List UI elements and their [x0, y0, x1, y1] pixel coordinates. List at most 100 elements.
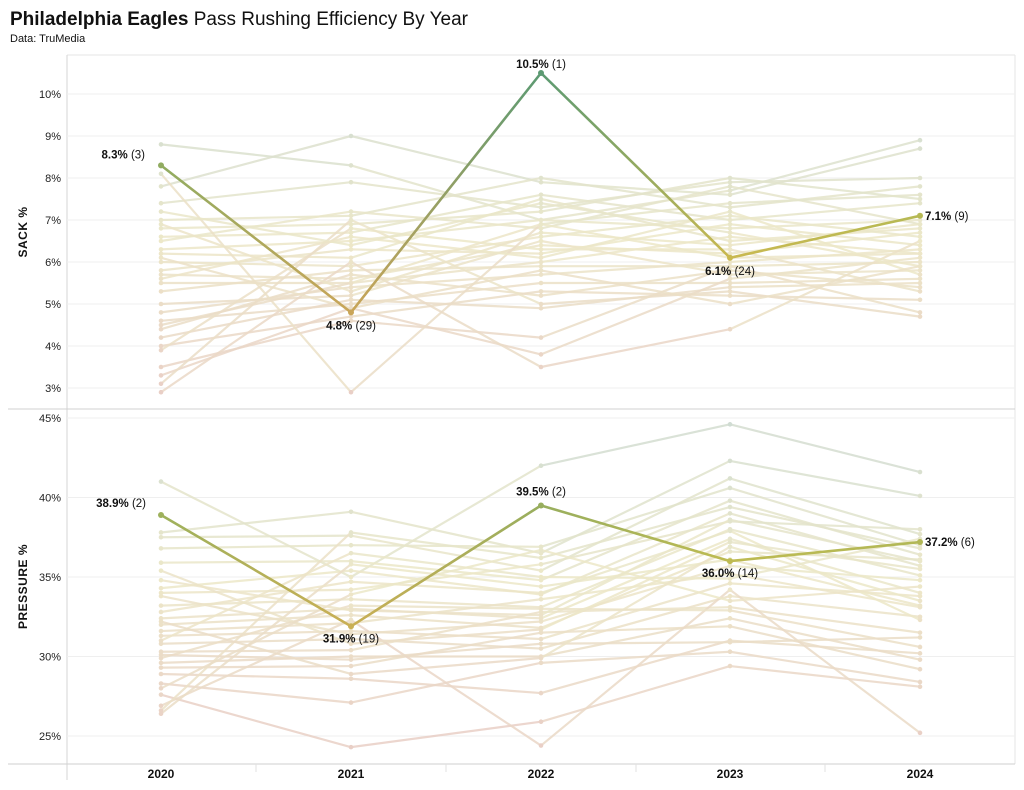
team-point: [917, 217, 923, 223]
team-line: [158, 171, 923, 395]
team-line-segment: [349, 610, 543, 652]
team-line-segment: [539, 564, 732, 623]
team-line-segment: [728, 277, 922, 285]
team-line-segment: [728, 639, 922, 655]
team-point: [727, 563, 733, 569]
team-point: [538, 352, 544, 357]
team-point: [158, 373, 164, 378]
team-point: [158, 568, 164, 573]
team-point: [727, 213, 733, 219]
team-line-segment: [349, 273, 543, 297]
team-point: [727, 504, 733, 510]
team-point: [538, 550, 544, 556]
team-point: [727, 289, 733, 294]
team-line-segment: [539, 664, 732, 723]
team-line-segment: [728, 193, 922, 205]
team-point: [158, 318, 164, 324]
team-point: [348, 276, 354, 282]
team-line-segment: [539, 290, 732, 306]
team-point: [727, 184, 733, 189]
team-point: [158, 335, 164, 340]
team-point: [917, 200, 923, 206]
team-point: [727, 221, 733, 227]
team-line-segment: [159, 181, 353, 205]
team-line-segment: [159, 134, 353, 188]
team-point: [538, 616, 544, 621]
team-point: [917, 679, 923, 685]
team-line: [158, 635, 923, 662]
team-point: [348, 663, 354, 669]
team-line-segment: [728, 139, 922, 192]
team-point: [158, 703, 164, 709]
team-line-segment: [539, 328, 732, 369]
team-line-segment: [728, 520, 922, 531]
team-line-segment: [159, 569, 353, 645]
eagles-point: [538, 502, 544, 509]
team-point: [158, 590, 164, 596]
team-point: [348, 268, 354, 273]
team-point: [917, 730, 923, 736]
team-point: [158, 708, 164, 713]
team-point: [727, 571, 733, 577]
team-line-segment: [539, 575, 732, 580]
team-line-segment: [728, 214, 922, 238]
team-point: [158, 530, 164, 535]
team-line-segment: [728, 650, 922, 684]
team-point: [538, 230, 544, 235]
team-line: [158, 539, 923, 647]
team-point: [348, 226, 354, 231]
team-point: [348, 221, 354, 227]
team-point: [348, 280, 354, 286]
team-line-segment: [159, 210, 353, 247]
eagles-line-segment: [159, 164, 353, 314]
team-point: [727, 639, 733, 645]
team-line-segment: [539, 290, 732, 297]
team-line-segment: [539, 231, 732, 247]
team-point: [917, 469, 923, 475]
team-line-segment: [728, 210, 922, 276]
team-line-segment: [539, 210, 732, 259]
team-line-segment: [349, 628, 543, 645]
team-line-segment: [539, 277, 732, 356]
team-line-segment: [539, 518, 732, 617]
team-point: [917, 259, 923, 265]
team-point: [158, 364, 164, 370]
team-line-segment: [539, 499, 732, 582]
team-point: [727, 498, 733, 503]
team-point: [917, 666, 923, 672]
team-point: [727, 293, 733, 298]
team-line-segment: [728, 265, 922, 314]
team-line-segment: [728, 252, 922, 259]
team-line-segment: [349, 464, 543, 579]
eagles-point: [348, 623, 354, 630]
team-line: [158, 255, 923, 378]
team-point: [727, 205, 733, 210]
team-line-segment: [349, 307, 543, 356]
team-point: [348, 297, 354, 303]
team-point: [538, 544, 544, 550]
x-tick-label: 2021: [338, 767, 365, 781]
team-point: [538, 561, 544, 567]
team-point: [917, 226, 923, 231]
y-tick-label: 3%: [45, 383, 61, 395]
team-point: [727, 511, 733, 516]
team-line-segment: [159, 260, 353, 394]
team-point: [348, 671, 354, 677]
team-point: [158, 560, 164, 565]
y-tick-label: 25%: [39, 731, 61, 743]
team-point: [158, 628, 164, 634]
team-line-segment: [539, 176, 732, 209]
team-line-segment: [159, 218, 353, 385]
team-point: [917, 221, 923, 227]
team-line: [158, 517, 923, 618]
team-point: [348, 579, 354, 585]
team-point: [538, 612, 544, 618]
team-point: [158, 268, 164, 273]
team-line-segment: [159, 534, 353, 539]
team-point: [727, 263, 733, 269]
y-tick-label: 5%: [45, 299, 61, 311]
team-line-segment: [159, 273, 353, 280]
team-line-segment: [159, 655, 353, 664]
team-point: [158, 276, 164, 282]
team-line-segment: [349, 202, 543, 247]
